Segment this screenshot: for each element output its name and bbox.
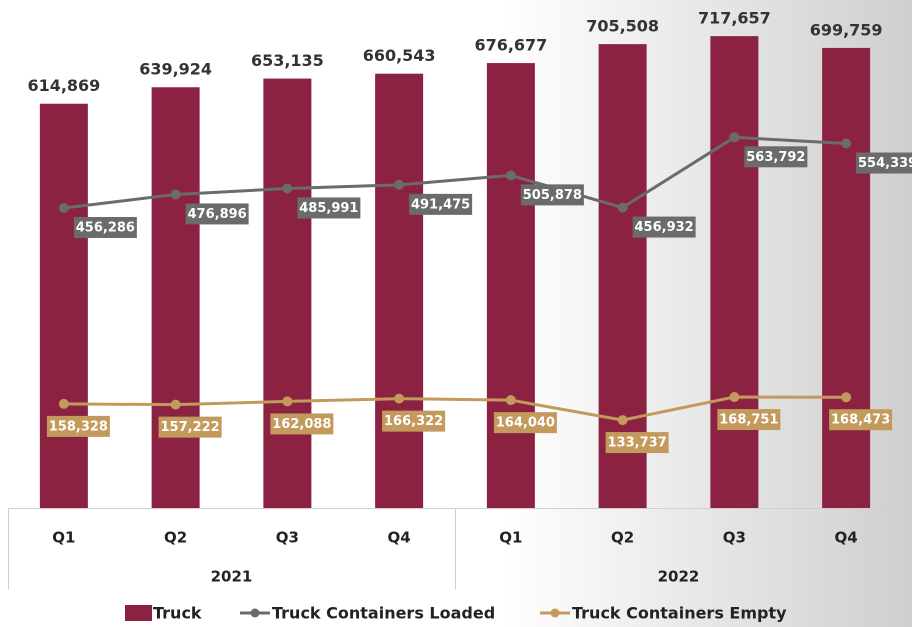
value-label-box — [605, 432, 669, 454]
legend-label: Truck — [153, 604, 202, 623]
line-point — [394, 393, 405, 404]
value-label-box — [632, 216, 696, 238]
value-label-box — [520, 184, 584, 206]
group-label: 2022 — [658, 568, 700, 586]
line-value-label: 485,991 — [299, 201, 358, 216]
bar — [263, 78, 312, 509]
legend-swatch — [125, 605, 152, 621]
value-label-box — [744, 146, 808, 168]
legend-label: Truck Containers Empty — [572, 604, 787, 623]
axis-frame — [8, 508, 912, 590]
bar-value-label: 614,869 — [27, 76, 100, 95]
line-value-label: 505,878 — [523, 188, 582, 203]
bar-value-label: 653,135 — [251, 51, 324, 70]
bar — [598, 44, 647, 509]
line-value-label: 164,040 — [496, 416, 555, 431]
legend-marker — [550, 608, 560, 618]
line-value-label: 162,088 — [272, 417, 331, 432]
bar-value-label: 660,543 — [363, 46, 436, 65]
x-tick-label: Q2 — [164, 529, 187, 547]
line-value-label: 476,896 — [188, 207, 247, 222]
x-tick-label: Q4 — [835, 529, 858, 547]
value-label-box — [382, 410, 446, 432]
bar-value-label: 639,924 — [139, 60, 212, 79]
line-value-label: 158,328 — [49, 419, 108, 434]
value-label-box — [73, 216, 137, 238]
line-point — [170, 189, 181, 200]
group-label: 2021 — [211, 568, 253, 586]
line-point — [282, 183, 293, 194]
bar — [822, 47, 871, 509]
line-point — [394, 179, 405, 190]
line-point — [841, 392, 852, 403]
value-label-box — [158, 416, 222, 438]
line-point — [617, 202, 628, 213]
bar-value-label: 705,508 — [586, 17, 659, 36]
line-point — [617, 415, 628, 426]
line-value-label: 554,339 — [858, 156, 912, 171]
bar — [39, 103, 88, 508]
line-point — [58, 398, 69, 409]
line-value-label: 168,751 — [719, 413, 778, 428]
x-tick-label: Q3 — [723, 529, 746, 547]
bar — [710, 36, 759, 508]
value-label-box — [297, 197, 361, 219]
value-label-box — [856, 152, 912, 174]
line — [63, 395, 847, 422]
x-tick-label: Q1 — [499, 529, 522, 547]
line — [63, 135, 847, 210]
bar-value-label: 699,759 — [810, 20, 883, 39]
bar — [486, 63, 535, 509]
value-label-box — [185, 203, 249, 225]
line-value-label: 456,932 — [635, 220, 694, 235]
line-value-label: 133,737 — [608, 436, 667, 451]
x-tick-label: Q3 — [276, 529, 299, 547]
value-label-box — [270, 413, 334, 435]
line-point — [505, 395, 516, 406]
value-label-box — [717, 409, 781, 431]
x-tick-label: Q1 — [52, 529, 75, 547]
legend-label: Truck Containers Loaded — [272, 604, 495, 623]
line-point — [282, 396, 293, 407]
line-value-label: 157,222 — [161, 420, 220, 435]
line-point — [505, 170, 516, 181]
line-point — [58, 202, 69, 213]
x-tick-label: Q2 — [611, 529, 634, 547]
line-value-label: 491,475 — [411, 197, 470, 212]
legend-marker — [250, 608, 260, 618]
line-point — [170, 399, 181, 410]
bar — [375, 73, 424, 508]
x-tick-label: Q4 — [388, 529, 411, 547]
bar-value-label: 717,657 — [698, 9, 771, 28]
value-label-box — [409, 193, 473, 215]
line-value-label: 456,286 — [76, 220, 135, 235]
line-point — [729, 132, 740, 143]
line-value-label: 168,473 — [831, 413, 890, 428]
line-point — [841, 138, 852, 149]
bar — [151, 87, 200, 508]
line-value-label: 563,792 — [746, 150, 805, 165]
line-point — [729, 392, 740, 403]
bar-value-label: 676,677 — [474, 36, 547, 55]
value-label-box — [46, 415, 110, 437]
value-label-box — [829, 409, 893, 431]
value-label-box — [493, 412, 557, 434]
line-value-label: 166,322 — [384, 414, 443, 429]
